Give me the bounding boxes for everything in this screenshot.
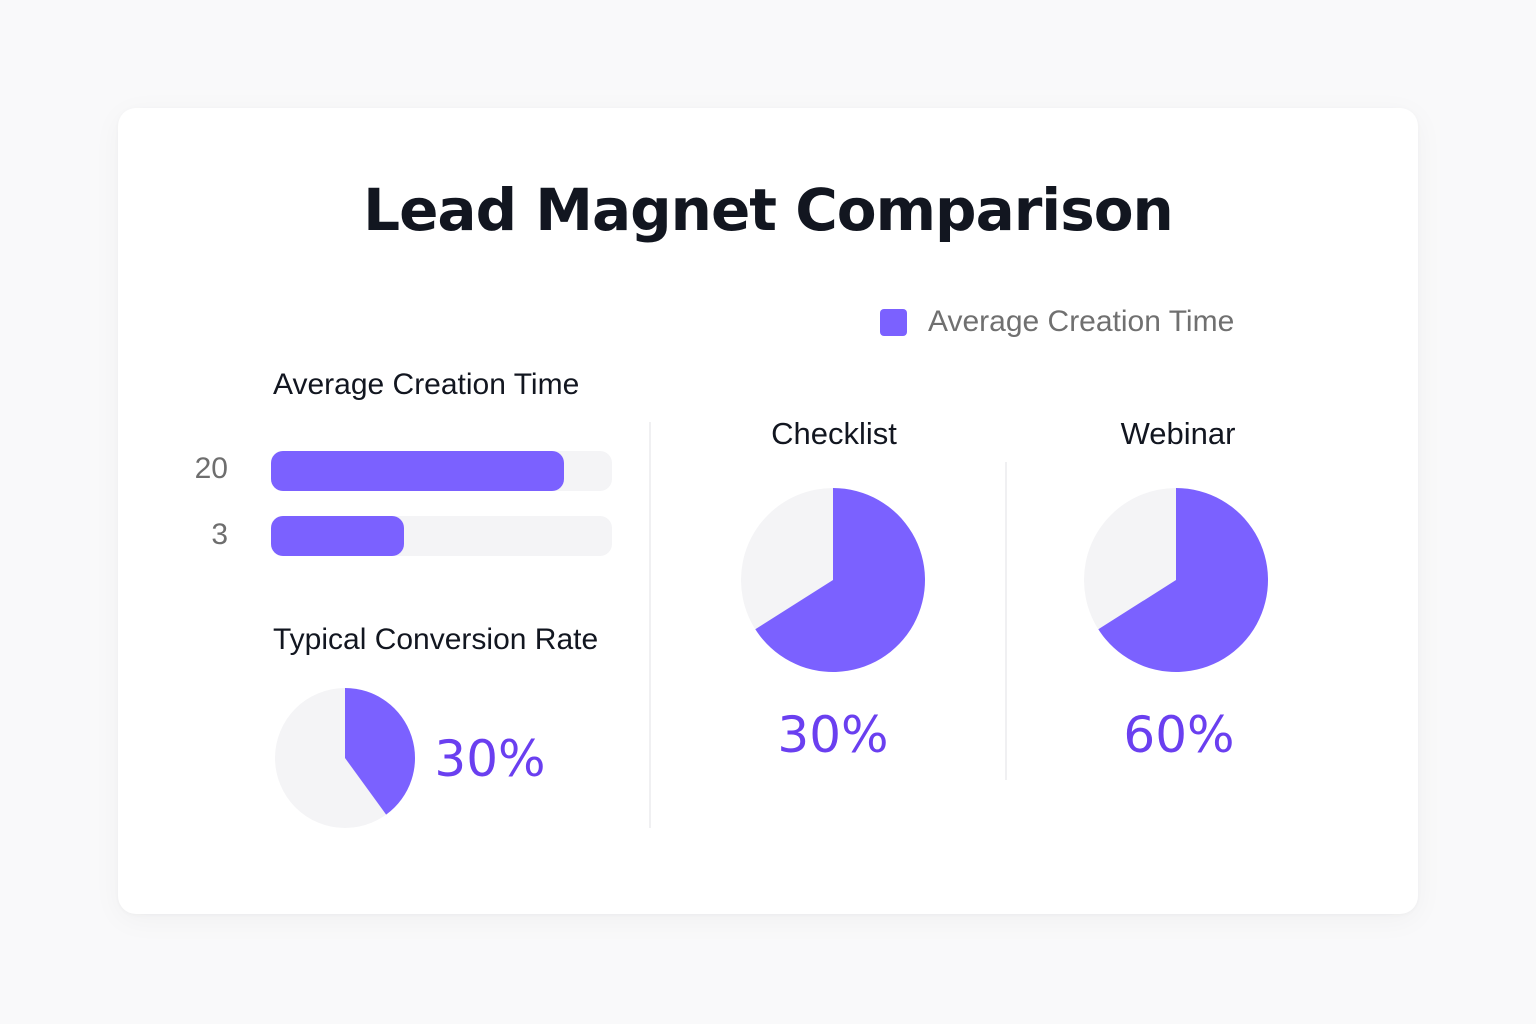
pie-title-conversion: Typical Conversion Rate bbox=[273, 623, 599, 656]
legend-swatch bbox=[880, 308, 907, 336]
pie-chart-checklist bbox=[741, 488, 925, 672]
pie-chart-webinar bbox=[1084, 488, 1268, 672]
chart-title: Lead Magnet Comparison bbox=[363, 176, 1174, 244]
divider-right bbox=[1005, 462, 1007, 780]
bar-2 bbox=[271, 516, 404, 556]
pie-slice bbox=[755, 488, 925, 672]
bar-1 bbox=[271, 451, 565, 491]
bar-track-1 bbox=[271, 451, 612, 491]
pie-title-webinar: Webinar bbox=[1120, 416, 1236, 451]
legend: Average Creation Time bbox=[880, 304, 1234, 340]
divider-left bbox=[649, 422, 651, 828]
pie-title-checklist: Checklist bbox=[771, 416, 897, 451]
bar-track-2 bbox=[271, 516, 612, 556]
pie-chart-conversion bbox=[275, 688, 415, 828]
bar-chart-title: Average Creation Time bbox=[273, 368, 580, 401]
pct-label-checklist: 30% bbox=[777, 706, 889, 764]
pct-label-conversion: 30% bbox=[434, 730, 546, 788]
pie-slice bbox=[1098, 488, 1268, 672]
pct-label-webinar: 60% bbox=[1123, 706, 1235, 764]
bar-label-2: 3 bbox=[211, 518, 228, 551]
legend-label: Average Creation Time bbox=[928, 305, 1235, 338]
pie-slice bbox=[345, 688, 415, 815]
bar-label-1: 20 bbox=[194, 452, 228, 485]
